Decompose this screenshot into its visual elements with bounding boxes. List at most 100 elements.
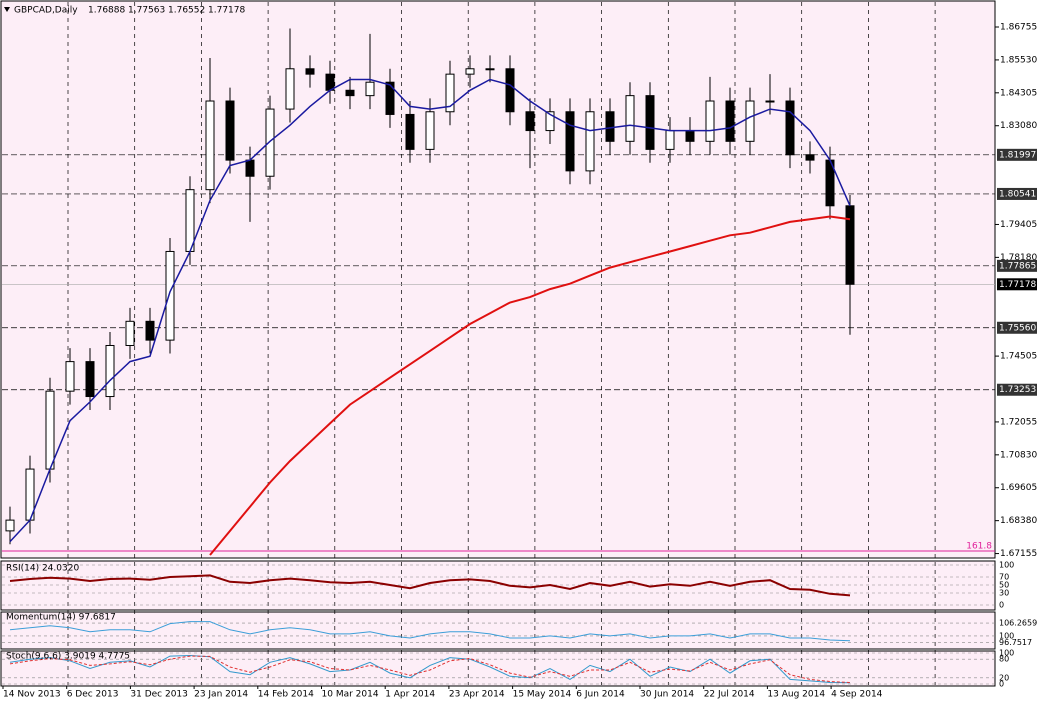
level-label: 1.75560 <box>999 323 1036 333</box>
indicator-tick-label: 0 <box>999 680 1004 689</box>
x-tick-label: 10 Mar 2014 <box>322 690 379 700</box>
header-value: 1.76888 <box>88 6 125 16</box>
indicator-tick-label: 100 <box>999 631 1014 640</box>
candle-body <box>785 100 795 156</box>
candle-body <box>625 95 635 142</box>
candle-body <box>565 111 575 172</box>
candle-body <box>145 320 155 341</box>
candle-body <box>525 111 535 132</box>
candle-body <box>585 111 595 172</box>
level-label-box <box>997 187 1037 200</box>
candle-body <box>845 205 855 285</box>
level-label: 1.80541 <box>999 189 1036 199</box>
candle-body <box>365 81 375 97</box>
current-price-label: 1.77178 <box>999 280 1036 290</box>
candle-body <box>5 519 15 532</box>
x-tick-label: 23 Apr 2014 <box>449 690 505 700</box>
level-label: 1.73253 <box>999 385 1036 395</box>
title-arrow <box>4 7 10 12</box>
header-value: 1.77178 <box>208 6 245 16</box>
candle-body <box>485 68 495 71</box>
indicator-tick-label: 100 <box>999 561 1014 570</box>
candle-body <box>385 81 395 115</box>
indicator-tick-label: 50 <box>999 581 1009 590</box>
x-tick-label: 31 Dec 2013 <box>130 690 188 700</box>
candle-body <box>285 68 295 110</box>
y-tick-label: 1.85530 <box>1000 55 1037 65</box>
fib-label: 161.8 <box>966 542 992 552</box>
y-tick-label: 1.86755 <box>1000 23 1037 33</box>
candle-body <box>665 130 675 150</box>
candle-body <box>205 100 215 191</box>
indicator-line <box>9 574 851 597</box>
candle-body <box>645 95 655 150</box>
candle-body <box>225 100 235 161</box>
indicator-line <box>9 654 851 684</box>
candle-body <box>685 130 695 142</box>
candle-body <box>445 73 455 113</box>
ma-slow-line <box>209 215 851 556</box>
candle-body <box>725 100 735 142</box>
candle-body <box>125 320 135 346</box>
indicator-tick-label: 20 <box>999 673 1009 682</box>
plot-layer <box>2 28 995 685</box>
x-tick-label: 6 Jun 2014 <box>576 690 625 700</box>
ma-fast-line <box>9 78 851 543</box>
candle-body <box>425 111 435 150</box>
y-tick-label: 1.79405 <box>1000 220 1037 230</box>
x-tick-label: 22 Jul 2014 <box>704 690 755 700</box>
y-tick-label: 1.69605 <box>1000 483 1037 493</box>
y-tick-label: 1.70830 <box>1000 450 1037 460</box>
indicator-tick-label: 100 <box>999 649 1014 658</box>
indicator-header: Momentum(14) 97.6817 <box>6 613 116 623</box>
candle-body <box>745 100 755 142</box>
x-tick-label: 30 Jun 2014 <box>640 690 694 700</box>
current-price-box <box>997 278 1037 291</box>
indicator-line <box>9 655 851 683</box>
momentum-panel <box>0 611 996 650</box>
indicator-header: RSI(14) 24.0320 <box>6 564 79 574</box>
y-tick-label: 1.84305 <box>1000 88 1037 98</box>
level-label: 1.77865 <box>999 261 1036 271</box>
indicator-line <box>9 621 851 642</box>
y-tick-label: 1.68380 <box>1000 516 1037 526</box>
candle-body <box>165 250 175 341</box>
candle-body <box>345 89 355 97</box>
x-tick-label: 6 Dec 2013 <box>67 690 119 700</box>
candle-body <box>65 361 75 392</box>
candle-body <box>265 108 275 177</box>
candle-body <box>405 113 415 150</box>
candle-body <box>605 111 615 142</box>
y-tick-label: 1.83080 <box>1000 121 1037 131</box>
candle-body <box>45 390 55 470</box>
candle-body <box>765 100 775 103</box>
indicator-tick-label: 0 <box>999 601 1004 610</box>
candle-body <box>805 154 815 161</box>
rsi-panel <box>0 560 996 611</box>
candle-body <box>105 344 115 398</box>
x-tick-label: 23 Jan 2014 <box>194 690 248 700</box>
y-tick-label: 1.72055 <box>1000 417 1037 427</box>
chart-title: GBPCAD,Daily <box>14 6 78 16</box>
x-tick-label: 4 Sep 2014 <box>831 690 883 700</box>
level-label-box <box>997 383 1037 396</box>
candle-body <box>325 73 335 91</box>
y-tick-label: 1.78180 <box>1000 253 1037 263</box>
level-label: 1.81997 <box>999 150 1036 160</box>
header-value: 1.77563 <box>128 6 165 16</box>
level-label-box <box>997 148 1037 161</box>
indicator-tick-label: 96.7517 <box>999 638 1032 647</box>
candle-body <box>505 68 515 113</box>
candle-body <box>465 68 475 75</box>
stoch-panel <box>0 650 996 687</box>
indicator-tick-label: 30 <box>999 589 1009 598</box>
indicator-tick-label: 106.2659 <box>999 619 1037 628</box>
x-tick-label: 15 May 2014 <box>513 690 572 700</box>
x-tick-label: 13 Aug 2014 <box>767 690 825 700</box>
x-tick-label: 14 Feb 2014 <box>258 690 314 700</box>
level-label-box <box>997 259 1037 272</box>
y-tick-label: 1.67155 <box>1000 549 1037 559</box>
x-tick-label: 1 Apr 2014 <box>385 690 435 700</box>
x-tick-label: 14 Nov 2013 <box>3 690 61 700</box>
